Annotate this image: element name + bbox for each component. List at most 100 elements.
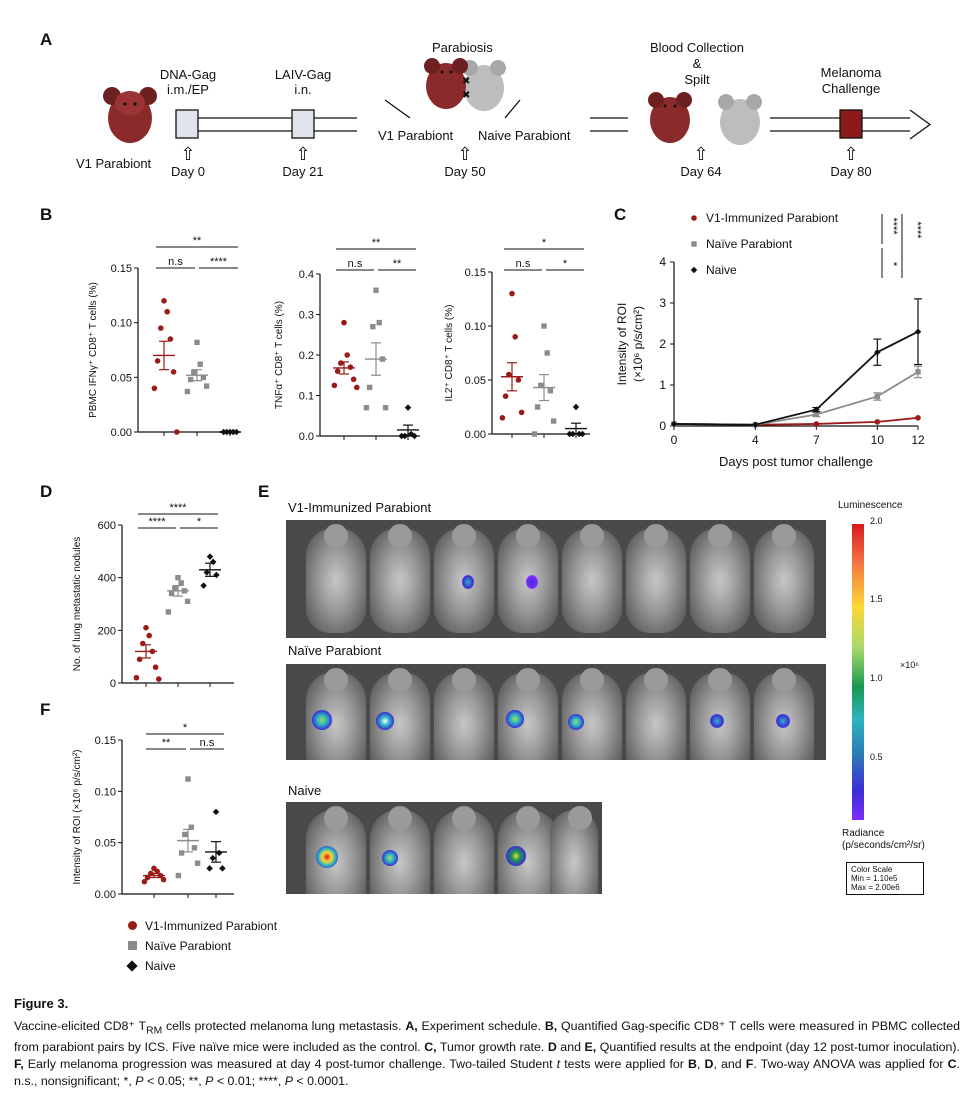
chart-f-early: 0.00 0.05 0.10 0.15 Intensity of ROI (×10⁶ p… [72,722,234,901]
data-point [175,872,182,879]
data-point [363,404,370,411]
y-tick-label: 200 [98,625,116,637]
y-axis-label-unit: (×10⁶ p/s/cm²) [631,306,645,382]
data-point [874,348,881,356]
data-point [200,374,207,381]
data-point [915,369,921,375]
data-point [366,384,373,391]
day-marker-50: ⇧ Day 50 [440,144,490,179]
data-point [691,241,697,247]
day-marker-64: ⇧ Day 64 [676,144,726,179]
data-point [813,411,820,418]
data-point [158,325,164,331]
up-arrow-icon: ⇧ [843,144,859,164]
data-point [341,319,347,326]
up-arrow-icon: ⇧ [180,144,196,164]
y-tick-label: 0.00 [111,427,132,439]
data-point [175,574,181,581]
data-point [165,609,172,615]
panel-label-a: A [40,30,53,49]
data-point [331,382,338,389]
chart-b-tnfa: 0.0 0.1 0.2 0.3 0.4 TNFα⁺ CD8⁺ T cells (%) ** n… [274,237,420,443]
legend-item-v1: V1-Immunized Parabiont [128,916,277,936]
significance-label: n.s [200,737,215,749]
x-tick-label: 4 [752,433,759,447]
y-axis-label: TNFα⁺ CD8⁺ T cells (%) [274,301,285,409]
data-point [206,865,213,872]
colorbar-exponent: ×10⁶ [900,660,919,670]
y-axis-label: No. of lung metastatic nodules [72,537,83,672]
data-point [194,339,200,346]
y-tick-label: 0.15 [95,735,116,747]
y-tick-label: 0.00 [95,889,116,901]
y-tick-label: 0 [110,678,116,690]
panel-label-c: C [614,205,627,224]
significance-label: ** [372,237,381,249]
legend-label: V1-Immunized Parabiont [706,211,839,225]
data-point [209,854,217,862]
colorbar [852,524,864,820]
x-tick-label: 7 [813,433,820,447]
data-point [152,664,159,670]
significance-label: * [183,722,188,734]
y-axis-label: Intensity of ROI (×10⁶ p/s/cm²) [72,750,83,885]
data-point [213,571,220,579]
chart-b-il2: 0.00 0.05 0.10 0.15 IL2⁺ CD8⁺ T cells (%) * n.… [444,237,590,441]
chart-b-ifng: 0.00 0.05 0.10 0.15 PBMC IFNγ⁺ CD8⁺ T cells … [88,235,241,439]
image-title-naive: Naive [288,783,322,798]
significance-label: **** [887,217,899,235]
significance-label: ** [162,737,171,749]
significance-label: **** [210,256,228,268]
colorbar-unit: Radiance (p/seconds/cm²/sr) [842,828,925,851]
data-point [164,308,170,315]
schedule-parabiosis: Parabiosis [432,40,493,55]
data-point [200,582,207,589]
data-point [404,404,412,411]
schedule-blood-collection: Blood Collection & Spilt [650,40,744,87]
legend-label: Naive [706,263,737,277]
data-point [178,580,184,586]
y-tick-label: 2 [659,337,666,351]
y-tick-label: 0.00 [465,429,486,441]
data-point [191,845,198,851]
mouse-icon-parabiont-pair: ✖ ✖ [424,58,506,111]
image-title-v1: V1-Immunized Parabiont [288,500,432,515]
data-point [550,418,557,424]
data-point [185,776,191,782]
legend-item-naive-parabiont: Naïve Parabiont [128,936,277,956]
y-tick-label: 0.2 [299,350,314,362]
data-point [502,393,509,399]
data-point [160,876,167,883]
data-point [154,868,160,875]
x-tick-label: 12 [911,433,925,447]
data-point [136,656,143,663]
data-point [344,352,350,358]
color-scale-box: Color Scale Min = 1.10e5 Max = 2.00e6 [846,862,924,895]
data-point [512,334,518,340]
y-tick-label: 0.4 [299,269,314,281]
mouse-icon-v1 [103,87,157,143]
data-point [206,553,214,560]
up-arrow-icon: ⇧ [693,144,709,164]
legend-item-naive: Naive [126,956,277,976]
data-point [170,369,177,375]
y-tick-label: 4 [659,255,666,269]
data-point [915,415,921,421]
data-point [509,290,515,297]
data-point [215,849,223,857]
y-tick-label: 0.15 [111,263,132,275]
data-point [499,415,506,421]
colorbar-tick-2: 2.0 [870,516,883,526]
data-point [373,287,379,293]
data-point [197,361,203,367]
y-tick-label: 0.15 [465,267,486,279]
legend-label: Naïve Parabiont [706,237,793,251]
data-point [188,824,194,830]
figure-caption-title: Figure 3. [14,996,69,1011]
y-tick-label: 0.0 [299,431,314,443]
data-point [143,624,149,631]
data-point [172,585,178,591]
significance-label: ** [393,258,402,270]
data-point [874,419,881,425]
